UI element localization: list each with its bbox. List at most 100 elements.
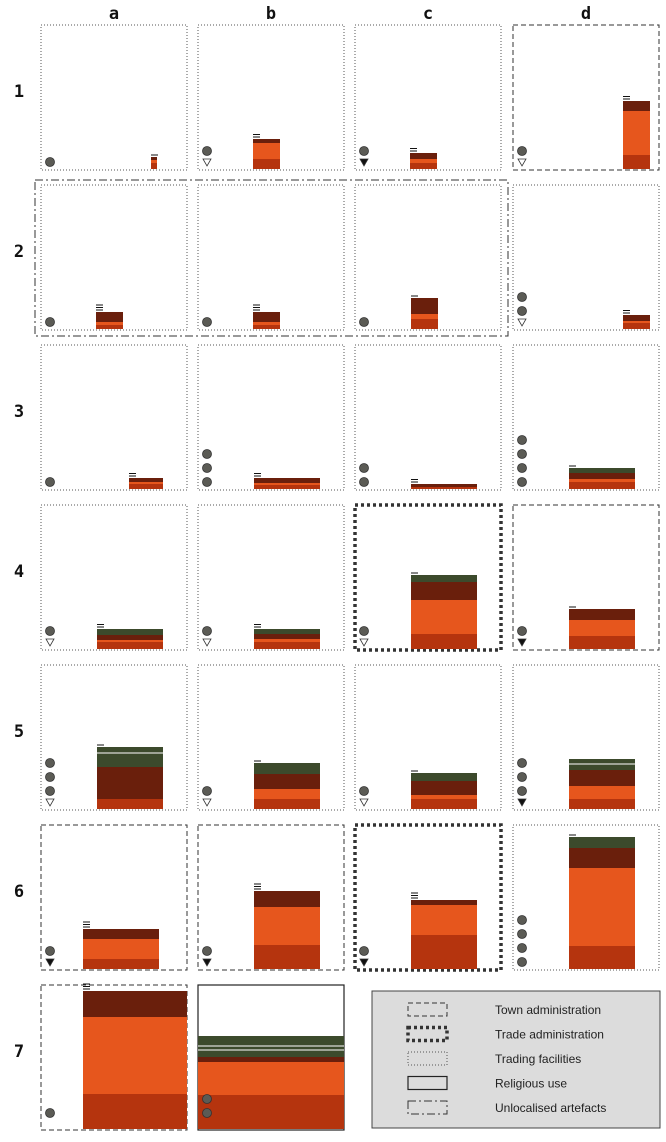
cell-4c	[353, 503, 503, 652]
find-dot	[517, 435, 527, 445]
stack-layer-dark_brown	[83, 991, 187, 1017]
stack-layer-dark_brown	[129, 478, 163, 482]
stack-layer-orange	[254, 789, 320, 799]
stack-layer-orange	[253, 322, 280, 325]
stack-layer-rust	[198, 1095, 344, 1129]
legend-items: Town administration Trade administration T…	[406, 1002, 606, 1115]
find-dot	[517, 306, 527, 316]
find-dot	[45, 1108, 55, 1118]
stack-layer-green	[198, 1046, 344, 1050]
stack-layer-dark_brown	[411, 781, 477, 795]
open-triangle-marker	[45, 798, 55, 807]
stack-layer-dark_brown	[254, 774, 320, 789]
find-dot	[359, 786, 369, 796]
stack-layer-dark_brown	[569, 473, 635, 479]
find-dot	[45, 317, 55, 327]
stack-layer-dark_brown	[569, 848, 635, 868]
stack-layer-green	[569, 468, 635, 473]
stack-layer-dark_brown	[254, 478, 320, 483]
cell-1a	[40, 24, 188, 171]
open-triangle-marker	[359, 798, 369, 807]
cell-frame	[354, 184, 502, 331]
stack-layer-rust	[97, 799, 163, 809]
cell-1c	[354, 24, 502, 171]
cell-1b	[197, 24, 345, 171]
find-dot	[359, 477, 369, 487]
find-dot	[202, 1108, 212, 1118]
stack-layer-rust	[253, 325, 280, 329]
stack-layer-dark_brown	[254, 891, 320, 907]
cell-3d	[512, 344, 660, 491]
stack-layer-orange	[83, 1017, 187, 1094]
stack-layer-rust	[569, 482, 635, 489]
row-label-6: 6	[14, 882, 24, 902]
cell-frame	[40, 504, 188, 651]
cell-5b	[197, 664, 345, 811]
stack-layer-rust	[254, 485, 320, 489]
legend-swatch	[407, 1002, 448, 1017]
open-triangle-marker	[517, 318, 527, 327]
cell-6c	[353, 823, 503, 972]
stack-layer-orange	[623, 111, 650, 155]
find-dot	[45, 157, 55, 167]
stack-layer-dark_brown	[623, 101, 650, 111]
open-triangle-marker	[359, 638, 369, 647]
stack-layer-orange	[151, 160, 157, 163]
axis-labels: a b c d 1 2 3 4 5 6 7	[14, 4, 591, 1062]
legend-item: Trade administration	[406, 1025, 604, 1043]
stack-layer-rust	[253, 159, 280, 169]
cell-6a	[40, 824, 188, 971]
open-triangle-marker	[202, 158, 212, 167]
open-triangle-marker	[45, 638, 55, 647]
cell-frame	[40, 184, 188, 331]
stack-layer-green	[97, 753, 163, 767]
filled-triangle-marker	[359, 958, 369, 967]
cell-frame	[354, 344, 502, 491]
cell-frame	[354, 664, 502, 811]
stack-layer-green	[97, 747, 163, 753]
open-triangle-marker	[517, 158, 527, 167]
legend-item: Trading facilities	[407, 1051, 581, 1066]
stack-layer-dark_brown	[569, 609, 635, 620]
cell-frame	[512, 344, 660, 491]
stack-layer-orange	[410, 159, 437, 163]
cell-frame	[512, 184, 660, 331]
cell-3c	[354, 344, 502, 491]
stack-layer-rust	[254, 642, 320, 649]
legend-swatch	[407, 1075, 448, 1091]
stack-layer-rust	[411, 799, 477, 809]
stack-layer-rust	[411, 634, 477, 649]
find-dot	[202, 1094, 212, 1104]
stack-layer-dark_brown	[96, 312, 123, 322]
column-label-b: b	[266, 4, 276, 24]
cell-frame	[354, 24, 502, 171]
stack-layer-rust	[410, 163, 437, 169]
find-dot	[517, 758, 527, 768]
cell-frame	[197, 664, 345, 811]
legend-label: Trade administration	[495, 1028, 604, 1042]
find-dot	[202, 463, 212, 473]
stack-layer-green	[254, 763, 320, 774]
stack-layer-dark_brown	[97, 635, 163, 640]
find-dot	[202, 786, 212, 796]
stack-layer-orange	[254, 483, 320, 485]
legend-swatch	[406, 1025, 449, 1043]
stack-layer-rust	[623, 155, 650, 169]
legend-item: Town administration	[407, 1002, 601, 1017]
find-dot	[45, 772, 55, 782]
unlocalised-artefacts-region	[34, 179, 509, 337]
stack-layer-green	[254, 629, 320, 634]
stack-layer-orange	[569, 786, 635, 799]
stack-layer-orange	[411, 314, 438, 319]
legend-swatch	[407, 1051, 448, 1066]
cell-frame	[197, 504, 345, 651]
find-dot	[45, 626, 55, 636]
legend-label: Trading facilities	[495, 1052, 581, 1066]
stack-layer-green	[198, 1050, 344, 1057]
find-dot	[202, 449, 212, 459]
cell-7b	[197, 984, 345, 1131]
stack-layer-green	[411, 773, 477, 781]
filled-triangle-marker	[359, 158, 369, 167]
stack-layer-green	[97, 629, 163, 635]
cell-frame	[197, 824, 345, 971]
